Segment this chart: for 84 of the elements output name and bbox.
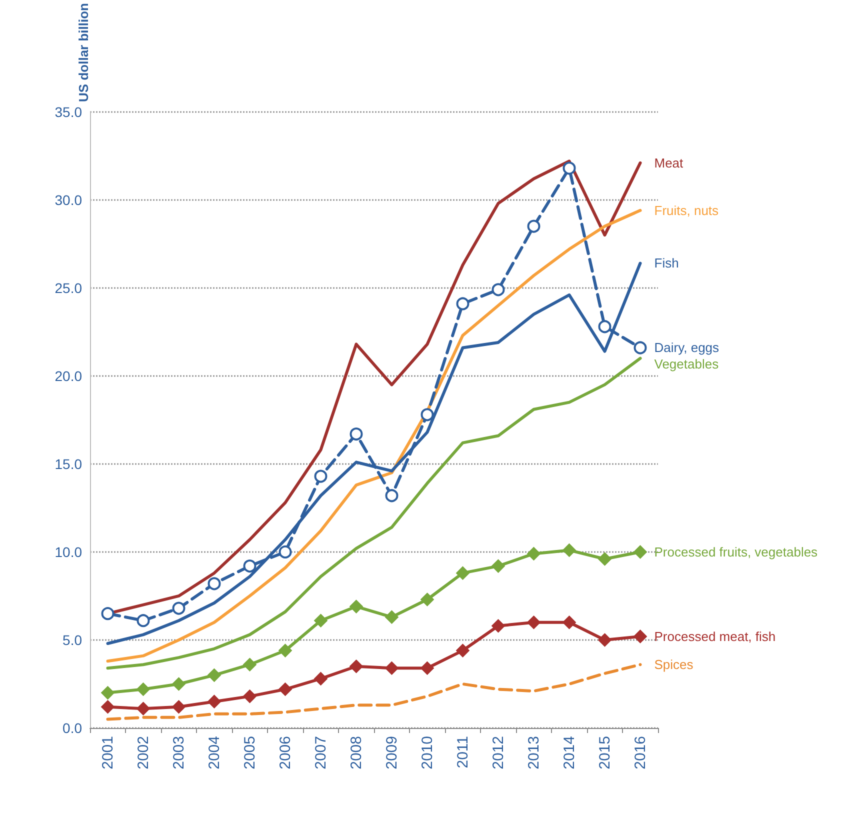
point (527, 220, 540, 233)
point (101, 686, 114, 700)
point (278, 545, 292, 558)
y-tick-label: 20.0 (54, 368, 82, 384)
point (208, 695, 221, 708)
series-label: Processed meat, fish (654, 628, 776, 644)
point (243, 658, 256, 672)
point (420, 662, 434, 675)
point (208, 668, 221, 682)
point (278, 682, 292, 696)
x-tick-label: 2015 (596, 736, 614, 770)
y-tick-label: 25.0 (54, 280, 82, 296)
point (314, 614, 328, 628)
point (243, 690, 256, 703)
point (492, 619, 505, 632)
point (420, 408, 434, 422)
series-label: Vegetables (654, 356, 720, 372)
point (314, 672, 328, 686)
x-tick-label: 2008 (348, 736, 365, 770)
point (172, 677, 186, 690)
point (562, 162, 576, 175)
x-tick-label: 2007 (312, 736, 330, 770)
point (492, 283, 505, 296)
point (136, 702, 150, 716)
point (350, 660, 363, 673)
point (420, 592, 434, 606)
y-tick-label: 30.0 (54, 192, 82, 208)
point (634, 630, 647, 643)
series-label: Dairy, eggs (654, 340, 720, 356)
point (172, 700, 186, 714)
point (278, 644, 292, 658)
y-tick-label: 0.0 (62, 720, 82, 736)
y-tick-label: 5.0 (62, 632, 82, 648)
series-label: Meat (654, 155, 684, 170)
x-tick-label: 2005 (241, 736, 258, 770)
point (527, 616, 540, 629)
point (172, 602, 186, 615)
series-label: Fish (654, 256, 679, 271)
point (456, 297, 470, 310)
point (208, 577, 221, 590)
point (385, 662, 398, 675)
x-tick-label: 2010 (418, 736, 436, 770)
series-label: Processed fruits, vegetables (654, 544, 818, 560)
point (598, 552, 612, 566)
y-tick-label: 15.0 (54, 456, 82, 472)
point (136, 614, 150, 628)
line-series (106, 356, 642, 670)
point (101, 607, 114, 620)
point (634, 545, 647, 558)
line-series (106, 663, 642, 721)
x-tick-label: 2012 (490, 736, 507, 770)
point (350, 428, 363, 441)
point (385, 610, 398, 624)
point (562, 544, 576, 557)
point (562, 616, 576, 629)
point (527, 547, 540, 560)
y-tick-label: 35.0 (54, 104, 82, 120)
point (243, 560, 256, 573)
point (456, 566, 470, 580)
y-axis-title: US dollar billion (76, 2, 91, 102)
point (136, 682, 150, 696)
x-tick-label: 2009 (383, 736, 400, 770)
point (385, 489, 398, 502)
x-tick-label: 2011 (454, 736, 472, 768)
x-tick-label: 2003 (170, 736, 188, 770)
point (598, 633, 612, 646)
x-tick-label: 2014 (560, 736, 578, 770)
x-tick-label: 2006 (276, 736, 294, 770)
x-tick-label: 2001 (99, 736, 116, 770)
point (634, 341, 647, 354)
point (314, 470, 328, 483)
series-label: Spices (654, 657, 694, 672)
x-tick-label: 2002 (134, 736, 152, 770)
y-tick-label: 10.0 (54, 544, 82, 560)
x-tick-label: 2016 (632, 736, 649, 770)
x-tick-label: 2004 (206, 736, 223, 770)
series-label: Fruits, nuts (654, 202, 720, 218)
line-series (106, 208, 642, 663)
point (598, 320, 612, 334)
point (101, 700, 114, 714)
x-tick-label: 2013 (525, 736, 542, 770)
point (456, 644, 470, 658)
point (350, 600, 363, 614)
point (492, 560, 505, 573)
